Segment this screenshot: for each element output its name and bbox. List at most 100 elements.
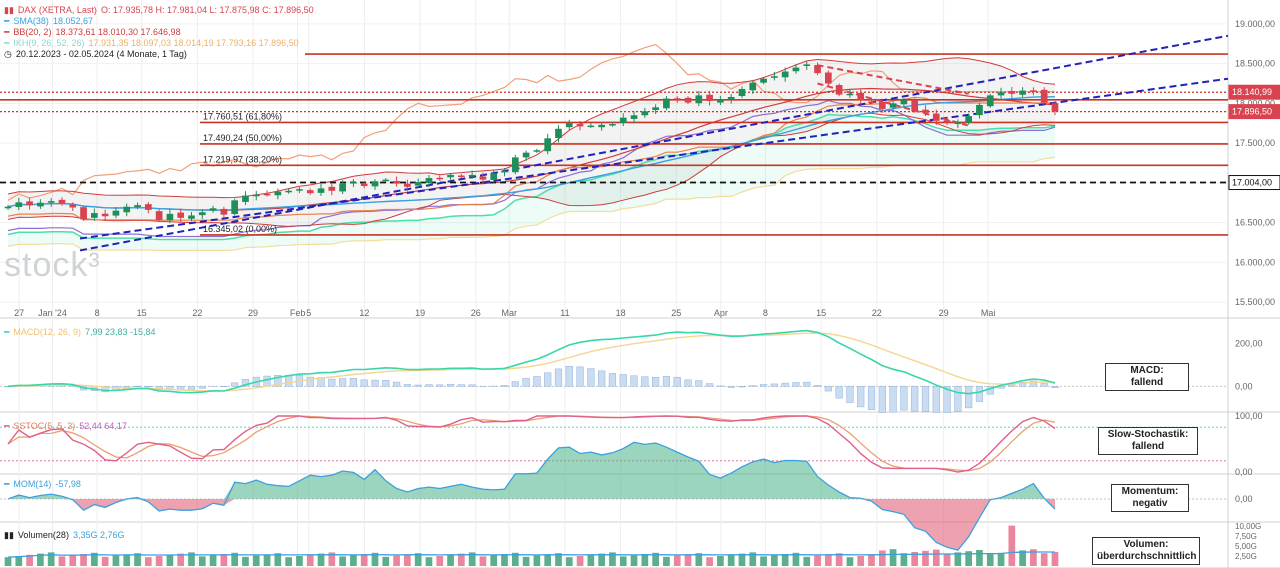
- candle-body: [144, 204, 152, 210]
- macd-histogram-bar: [770, 383, 778, 387]
- sstoc-label: SSTOC(5, 5, 3): [13, 421, 76, 431]
- candle-body: [922, 109, 929, 113]
- candle-body: [1019, 90, 1026, 95]
- candle-body: [781, 71, 789, 78]
- volume-bar: [58, 556, 66, 566]
- momentum-negative-area: [8, 499, 1055, 551]
- volume-bar: [4, 557, 12, 566]
- fib-level-label: 17.490,24 (50,00%): [203, 133, 282, 143]
- candle-body: [555, 128, 562, 139]
- price-tick-label: 15.500,00: [1235, 297, 1275, 307]
- volume-bar: [641, 554, 649, 566]
- macd-histogram-bar: [274, 375, 282, 387]
- macd-histogram-bar: [965, 386, 973, 409]
- macd-histogram-bar: [446, 383, 455, 387]
- candle-body: [738, 89, 746, 97]
- volume-bar: [673, 555, 681, 566]
- candle-body: [911, 99, 919, 112]
- candle-body: [306, 190, 314, 194]
- candle-body: [69, 204, 77, 208]
- volume-bar: [371, 552, 379, 566]
- volume-bar: [652, 552, 659, 566]
- volume-bar: [80, 554, 87, 566]
- x-tick-label: 27: [14, 308, 24, 318]
- candle-body: [533, 150, 541, 152]
- volume-bar: [101, 556, 109, 566]
- x-tick-label: 22: [192, 308, 202, 318]
- price-tag-label: 17.004,00: [1232, 178, 1272, 188]
- candle-body: [382, 179, 390, 182]
- clock-icon: ◷: [4, 49, 12, 59]
- candle-body: [274, 191, 282, 196]
- macd-histogram-bar: [263, 375, 271, 387]
- volume-bar: [889, 549, 897, 566]
- macd-histogram-bar: [975, 386, 984, 402]
- macd-histogram-bar: [565, 365, 573, 387]
- macd-histogram-bar: [522, 378, 530, 387]
- candle-body: [587, 125, 595, 128]
- macd-histogram-bar: [392, 381, 401, 387]
- volume-tick-label: 7,50G: [1235, 532, 1257, 541]
- candle-body: [986, 95, 994, 107]
- volume-bar: [544, 554, 552, 566]
- macd-histogram-bar: [339, 378, 347, 387]
- volume-bar: [965, 551, 972, 566]
- momentum-positive-area: [8, 442, 1055, 499]
- macd-histogram-bar: [306, 376, 314, 387]
- bb-upper-line: [7, 57, 1056, 199]
- instrument-label: DAX (XETRA, Last): [17, 5, 97, 15]
- legend-mom: ━ MOM(14) -57,98: [4, 479, 81, 489]
- macd-histogram-bar: [349, 378, 357, 387]
- x-tick-label: Feb: [290, 308, 306, 318]
- candle-body: [350, 182, 357, 184]
- fib-level-label: 16.345,02 (0,00%): [203, 224, 277, 234]
- ikh-values: 17.931,35 18.097,03 18.014,19 17.793,16 …: [88, 38, 299, 48]
- macd-status-box: MACD: fallend: [1105, 363, 1189, 391]
- volume-bar: [468, 552, 476, 566]
- volume-bar: [792, 552, 800, 566]
- volume-bar: [695, 553, 703, 566]
- volume-bar: [285, 557, 292, 566]
- volume-bar: [188, 552, 195, 566]
- candle-body: [58, 199, 66, 204]
- volume-bar: [587, 554, 595, 566]
- volume-status-box: Volumen: überdurchschnittlich: [1092, 537, 1200, 565]
- candle-body: [706, 94, 713, 101]
- candle-body: [80, 207, 87, 220]
- candle-body: [188, 215, 195, 219]
- candle-body: [91, 213, 98, 218]
- macd-histogram-bar: [911, 386, 919, 412]
- macd-histogram-bar: [608, 373, 617, 387]
- candle-body: [209, 208, 217, 211]
- candle-body: [4, 206, 12, 209]
- candle-body: [835, 85, 843, 95]
- volume-bar: [868, 554, 875, 566]
- volume-bar: [263, 554, 271, 566]
- candle-body: [468, 174, 476, 177]
- candle-body: [997, 92, 1005, 96]
- sstoc-status-box: Slow-Stochastik: fallend: [1098, 427, 1198, 455]
- x-tick-label: 15: [816, 308, 826, 318]
- macd-histogram-bar: [198, 386, 206, 389]
- volume-bar: [490, 555, 498, 566]
- momentum-tick-label: 0,00: [1235, 494, 1253, 504]
- macd-histogram-bar: [727, 386, 735, 388]
- volume-bar: [144, 557, 152, 566]
- fib-level-label: 17.760,51 (61,80%): [203, 111, 282, 121]
- candle-body: [112, 210, 120, 216]
- x-tick-label: Apr: [714, 308, 728, 318]
- candle-body: [1008, 90, 1016, 94]
- candle-body: [263, 193, 271, 196]
- macd-histogram-bar: [511, 381, 519, 387]
- macd-histogram-bar: [684, 379, 692, 387]
- ikh-label: IKH(9, 26, 52, 26): [13, 38, 85, 48]
- volume-bar: [382, 556, 390, 566]
- volume-bar: [598, 553, 606, 566]
- mom-status-box: Momentum: negativ: [1111, 484, 1189, 512]
- price-tick-label: 16.000,00: [1235, 257, 1275, 267]
- volume-bar: [393, 555, 400, 566]
- volume-bar: [663, 556, 670, 566]
- volume-bar: [576, 556, 584, 566]
- volume-bar: [684, 554, 692, 566]
- volume-bar: [846, 557, 854, 566]
